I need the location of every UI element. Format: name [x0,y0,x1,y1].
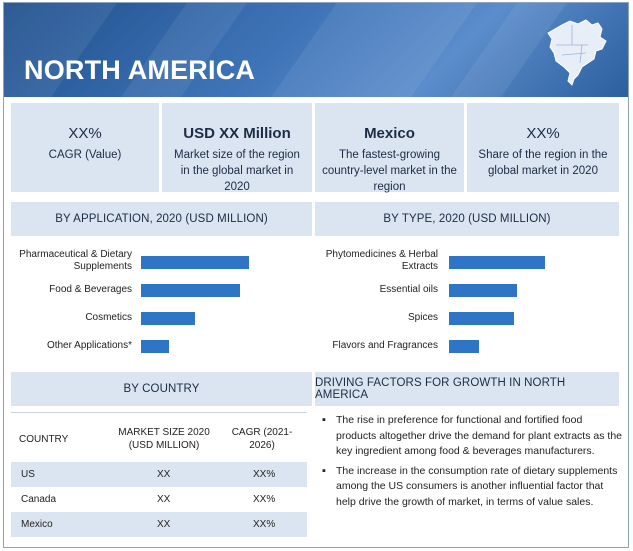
cell-market-size: XX [157,519,171,530]
table-row: Canada XX XX% [11,487,307,512]
bar [449,312,514,325]
bar [141,284,240,297]
bar-label: Other Applications* [46,340,132,351]
kpi-fastest-country: Mexico The fastest-growing country-level… [315,103,464,193]
kpi-cagr-value: XX% [68,125,102,142]
kpi-region-share-label: Share of the region in the global market… [478,149,608,177]
bar-label: Food & Beverages [49,284,132,295]
bar [141,312,195,325]
bar-label: Phytomedicines & Herbal Extracts [325,249,438,272]
cell-cagr: XX% [253,519,276,530]
kpi-market-size: USD XX Million Market size of the region… [162,103,312,193]
col-country: COUNTRY [19,434,69,445]
application-chart-title: BY APPLICATION, 2020 (USD MILLION) [11,202,312,236]
cell-cagr: XX% [253,469,276,480]
kpi-market-size-value: USD XX Million [183,125,291,142]
col-market-size: MARKET SIZE 2020 (USD MILLION) [118,427,210,451]
kpi-region-share-value: XX% [526,125,560,142]
kpi-cagr-label: CAGR (Value) [48,149,122,161]
bar-label: Cosmetics [85,312,132,323]
bar [449,340,479,353]
kpi-fastest-country-value: Mexico [364,125,415,142]
type-chart-title: BY TYPE, 2020 (USD MILLION) [315,202,619,236]
north-america-map-icon [547,19,607,86]
bar [449,284,517,297]
bar-label: Pharmaceutical & Dietary Supplements [19,249,132,272]
kpi-fastest-country-label: The fastest-growing country-level market… [322,149,457,193]
bar [449,256,545,269]
region-banner: NORTH AMERICA [4,3,628,97]
bar [141,256,249,269]
cell-market-size: XX [157,494,171,505]
bar [141,340,169,353]
cell-market-size: XX [157,469,171,480]
drivers-list: The rise in preference for functional an… [322,413,622,514]
drivers-title: DRIVING FACTORS FOR GROWTH IN NORTH AMER… [315,372,619,406]
table-row: Mexico XX XX% [11,512,307,537]
driver-item: The rise in preference for functional an… [322,413,622,460]
bar-label: Flavors and Fragrances [332,340,438,351]
kpi-market-size-label: Market size of the region in the global … [174,149,300,193]
country-table-title: BY COUNTRY [11,372,312,406]
table-row: US XX XX% [11,462,307,487]
infographic-frame [3,2,629,548]
bar-label: Essential oils [379,284,438,295]
cell-country: Canada [21,494,57,505]
country-table-header: COUNTRY MARKET SIZE 2020 (USD MILLION) C… [11,412,307,461]
col-cagr: CAGR (2021-2026) [231,427,293,451]
kpi-cagr: XX% CAGR (Value) [11,103,159,192]
kpi-region-share: XX% Share of the region in the global ma… [467,103,619,192]
cell-cagr: XX% [253,494,276,505]
cell-country: US [21,469,35,480]
region-title: NORTH AMERICA [24,55,256,85]
bar-label: Spices [407,312,438,323]
cell-country: Mexico [21,519,53,530]
driver-item: The increase in the consumption rate of … [322,464,622,511]
